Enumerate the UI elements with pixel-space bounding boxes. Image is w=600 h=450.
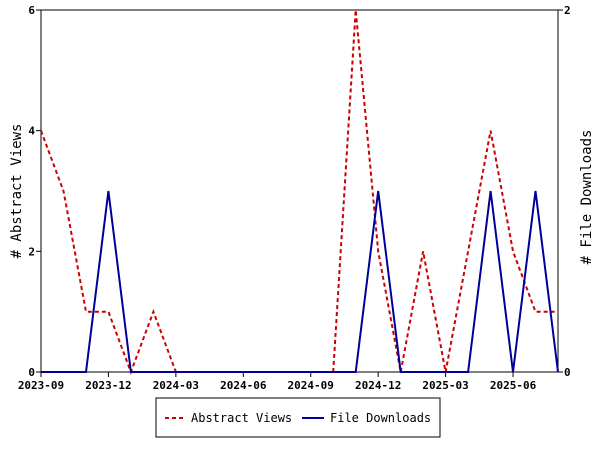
x-tick-label: 2023-09 [18, 379, 64, 392]
y-tick-label: 4 [28, 125, 35, 138]
legend-box [155, 397, 441, 438]
x-tick-label: 2023-12 [85, 379, 131, 392]
y-tick-label: 6 [28, 4, 35, 17]
x-tick-label: 2024-06 [220, 379, 267, 392]
plot-area [40, 9, 559, 373]
y-axis-title: # Abstract Views [9, 124, 25, 259]
y2-axis-ticks: 02 [558, 4, 571, 379]
x-tick-label: 2024-09 [288, 379, 334, 392]
y-tick-label: 0 [28, 366, 35, 379]
y-axis-ticks: 0 2 4 6 [28, 4, 41, 379]
legend: Abstract Views File Downloads [155, 397, 441, 438]
legend-label-abstract-views: Abstract Views [191, 411, 292, 425]
y-tick-label: 2 [28, 245, 35, 258]
x-tick-label: 2024-12 [355, 379, 401, 392]
y2-axis-title: # File Downloads [579, 130, 595, 265]
x-tick-label: 2025-03 [422, 379, 468, 392]
series-layer [40, 9, 559, 375]
series-line-file-downloads [41, 190, 559, 373]
x-tick-label: 2024-03 [153, 379, 199, 392]
x-tick-label: 2025-06 [490, 379, 537, 392]
legend-label-file-downloads: File Downloads [330, 411, 431, 425]
x-axis-ticks: 2023-09 2023-12 2024-03 2024-06 2024-09 2024-… [18, 372, 537, 392]
y2-tick-label: 0 [564, 366, 571, 379]
y2-tick-label: 2 [564, 4, 571, 17]
